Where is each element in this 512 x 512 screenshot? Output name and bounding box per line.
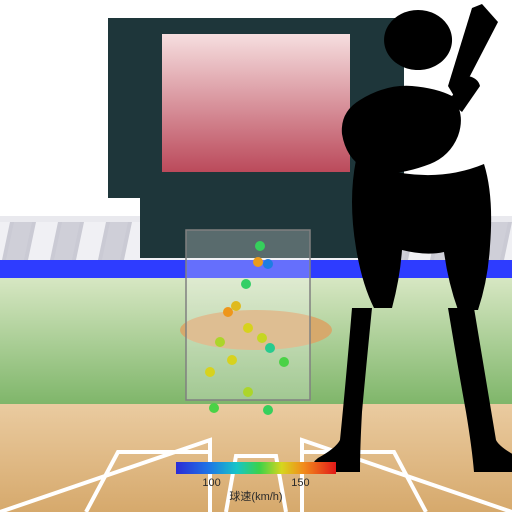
pitch-marker xyxy=(205,367,215,377)
pitch-marker xyxy=(253,257,263,267)
pitch-marker xyxy=(223,307,233,317)
legend-label: 球速(km/h) xyxy=(229,489,282,503)
legend-tick: 150 xyxy=(291,477,309,489)
pitch-marker xyxy=(265,343,275,353)
legend-colorbar xyxy=(176,462,336,474)
pitch-location-chart: 100 150 球速(km/h) xyxy=(0,0,512,512)
legend-tick: 100 xyxy=(202,477,220,489)
pitch-marker xyxy=(227,355,237,365)
pitch-marker xyxy=(257,333,267,343)
pitch-marker xyxy=(279,357,289,367)
strike-zone xyxy=(186,230,310,400)
pitch-marker xyxy=(209,403,219,413)
pitch-marker xyxy=(243,387,253,397)
pitch-marker xyxy=(263,259,273,269)
pitch-marker xyxy=(241,279,251,289)
pitch-marker xyxy=(243,323,253,333)
pitch-marker xyxy=(263,405,273,415)
pitch-marker xyxy=(255,241,265,251)
pitch-marker xyxy=(215,337,225,347)
pitch-marker xyxy=(231,301,241,311)
